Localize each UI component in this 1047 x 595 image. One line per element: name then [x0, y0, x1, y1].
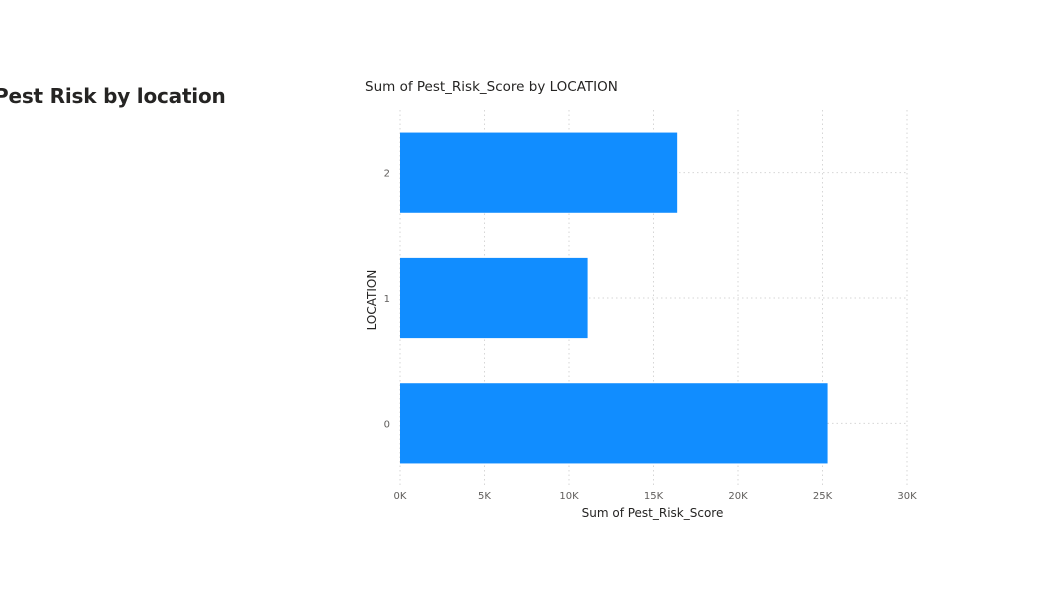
x-tick-label: 20K — [728, 491, 748, 502]
x-tick-label: 5K — [478, 491, 491, 502]
y-tick-label: 0 — [384, 419, 390, 430]
x-axis-title: Sum of Pest_Risk_Score — [582, 506, 724, 520]
page-heading: Pest Risk by location — [0, 84, 226, 108]
bar-location-0[interactable] — [400, 383, 828, 464]
y-axis-title: LOCATION — [365, 270, 379, 331]
x-tick-label: 15K — [644, 491, 664, 502]
chart-title: Sum of Pest_Risk_Score by LOCATION — [365, 79, 618, 95]
x-tick-label: 10K — [559, 491, 579, 502]
bar-location-1[interactable] — [400, 257, 588, 339]
y-tick-label: 1 — [384, 294, 390, 305]
x-tick-label: 0K — [394, 491, 407, 502]
x-tick-label: 30K — [897, 491, 917, 502]
bars — [400, 132, 828, 464]
bar-location-2[interactable] — [400, 132, 678, 213]
y-tick-label: 2 — [384, 169, 390, 180]
x-axis-ticks: 0K 5K 10K 15K 20K 25K 30K — [394, 491, 918, 502]
y-axis-ticks: 2 1 0 — [384, 169, 390, 431]
x-tick-label: 25K — [813, 491, 833, 502]
